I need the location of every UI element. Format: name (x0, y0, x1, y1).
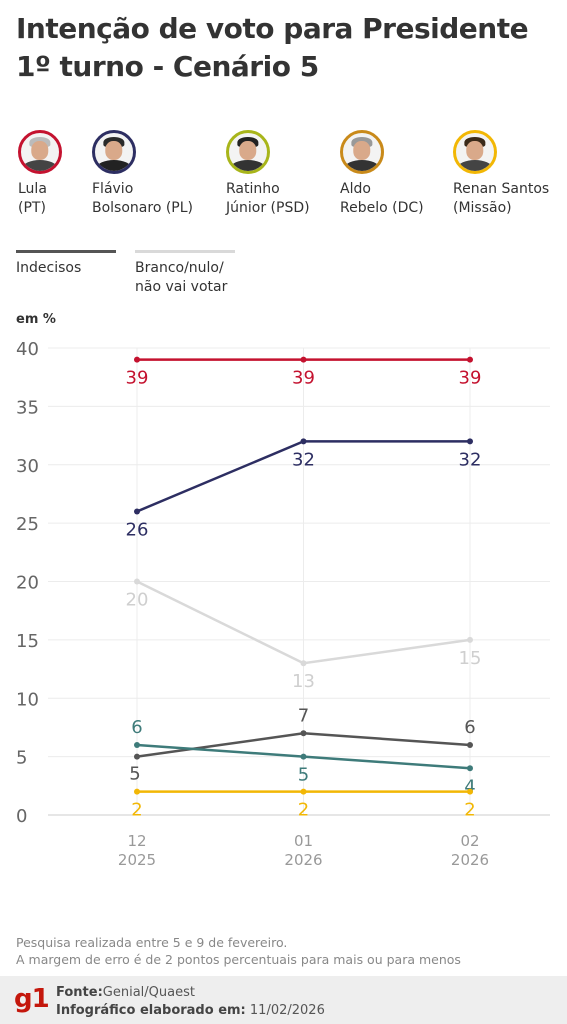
data-point (134, 753, 140, 760)
x-tick-year: 2026 (284, 851, 322, 869)
data-point (300, 730, 307, 737)
made-label: Infográfico elaborado em: (56, 1003, 246, 1018)
y-tick-label: 25 (16, 514, 39, 535)
y-tick-label: 35 (16, 397, 39, 418)
legend-indecisos: Indecisos (16, 250, 116, 278)
candidate-flavio-bolsonaro: Flávio Bolsonaro (PL) (92, 130, 193, 218)
aldo-rebelo-photo-icon (340, 130, 384, 174)
footer: g1 Fonte:Genial/Quaest Infográfico elabo… (0, 976, 567, 1024)
data-label: 7 (298, 705, 309, 726)
chart-title: Intenção de voto para Presidente 1º turn… (16, 10, 561, 86)
data-label: 39 (292, 368, 315, 389)
data-label: 6 (131, 717, 142, 738)
data-label: 39 (126, 368, 149, 389)
data-point (134, 788, 140, 795)
data-label: 2 (131, 800, 142, 821)
y-tick-label: 10 (16, 689, 39, 710)
y-tick-label: 5 (16, 748, 27, 769)
data-point (134, 508, 140, 515)
candidate-name: Lula (PT) (18, 181, 47, 216)
data-point (300, 356, 307, 363)
data-label: 2 (464, 800, 475, 821)
g1-logo: g1 (14, 984, 50, 1014)
candidate-aldo-rebelo: Aldo Rebelo (DC) (340, 130, 424, 218)
flavio-bolsonaro-photo-icon (92, 130, 136, 174)
x-tick-month: 12 (127, 832, 146, 850)
data-point (467, 765, 473, 772)
legend-branco-nulo: Branco/nulo/ não vai votar (135, 250, 235, 297)
lula-photo-icon (18, 130, 62, 174)
data-point (467, 438, 473, 445)
made-value: 11/02/2026 (249, 1003, 325, 1018)
data-point (134, 356, 140, 363)
legend-label: Indecisos (16, 260, 82, 276)
data-label: 13 (292, 671, 315, 692)
chart-title-line1: Intenção de voto para Presidente (16, 12, 529, 45)
y-tick-label: 40 (16, 339, 39, 360)
data-point (300, 753, 307, 760)
y-tick-label: 20 (16, 573, 39, 594)
candidate-name: Ratinho Júnior (PSD) (226, 181, 310, 216)
candidate-name: Renan Santos (Missão) (453, 181, 550, 216)
chart-title-line2: 1º turno - Cenário 5 (16, 50, 319, 83)
x-tick-month: 01 (294, 832, 313, 850)
data-point (300, 438, 307, 445)
legend-swatch (135, 250, 235, 253)
candidate-name: Aldo Rebelo (DC) (340, 181, 424, 216)
source-label: Fonte: (56, 985, 103, 1000)
y-tick-label: 30 (16, 456, 39, 477)
data-point (467, 636, 473, 643)
x-tick-year: 2025 (118, 851, 156, 869)
data-label: 32 (459, 449, 482, 470)
data-label: 20 (126, 590, 149, 611)
data-point (300, 660, 307, 667)
renan-santos-photo-icon (453, 130, 497, 174)
data-label: 5 (298, 765, 309, 786)
legend-swatch (16, 250, 116, 253)
data-label: 15 (459, 648, 482, 669)
data-point (300, 788, 307, 795)
data-point (467, 356, 473, 363)
data-label: 39 (459, 368, 482, 389)
ratinho-junior-photo-icon (226, 130, 270, 174)
candidate-lula: Lula (PT) (18, 130, 62, 218)
data-point (134, 741, 140, 748)
y-tick-label: 15 (16, 631, 39, 652)
survey-note: Pesquisa realizada entre 5 e 9 de fevere… (16, 934, 461, 968)
source-value: Genial/Quaest (102, 985, 195, 1000)
x-tick-month: 02 (460, 832, 479, 850)
data-label: 26 (126, 519, 149, 540)
data-label: 5 (129, 764, 140, 785)
unit-label: em % (16, 312, 56, 327)
x-tick-year: 2026 (451, 851, 489, 869)
data-label: 6 (464, 717, 475, 738)
data-point (134, 578, 140, 585)
candidate-renan-santos: Renan Santos (Missão) (453, 130, 549, 218)
survey-note-line2: A margem de erro é de 2 pontos percentua… (16, 952, 461, 967)
y-tick-label: 0 (16, 806, 27, 827)
candidate-name: Flávio Bolsonaro (PL) (92, 181, 194, 216)
candidate-ratinho-junior: Ratinho Júnior (PSD) (226, 130, 310, 218)
data-label: 32 (292, 449, 315, 470)
data-label: 2 (298, 800, 309, 821)
source-block: Fonte:Genial/Quaest Infográfico elaborad… (56, 984, 325, 1020)
data-point (467, 741, 473, 748)
data-label: 4 (464, 776, 475, 797)
legend-label: Branco/nulo/ não vai votar (135, 260, 228, 295)
data-point (467, 788, 473, 795)
survey-note-line1: Pesquisa realizada entre 5 e 9 de fevere… (16, 935, 288, 950)
